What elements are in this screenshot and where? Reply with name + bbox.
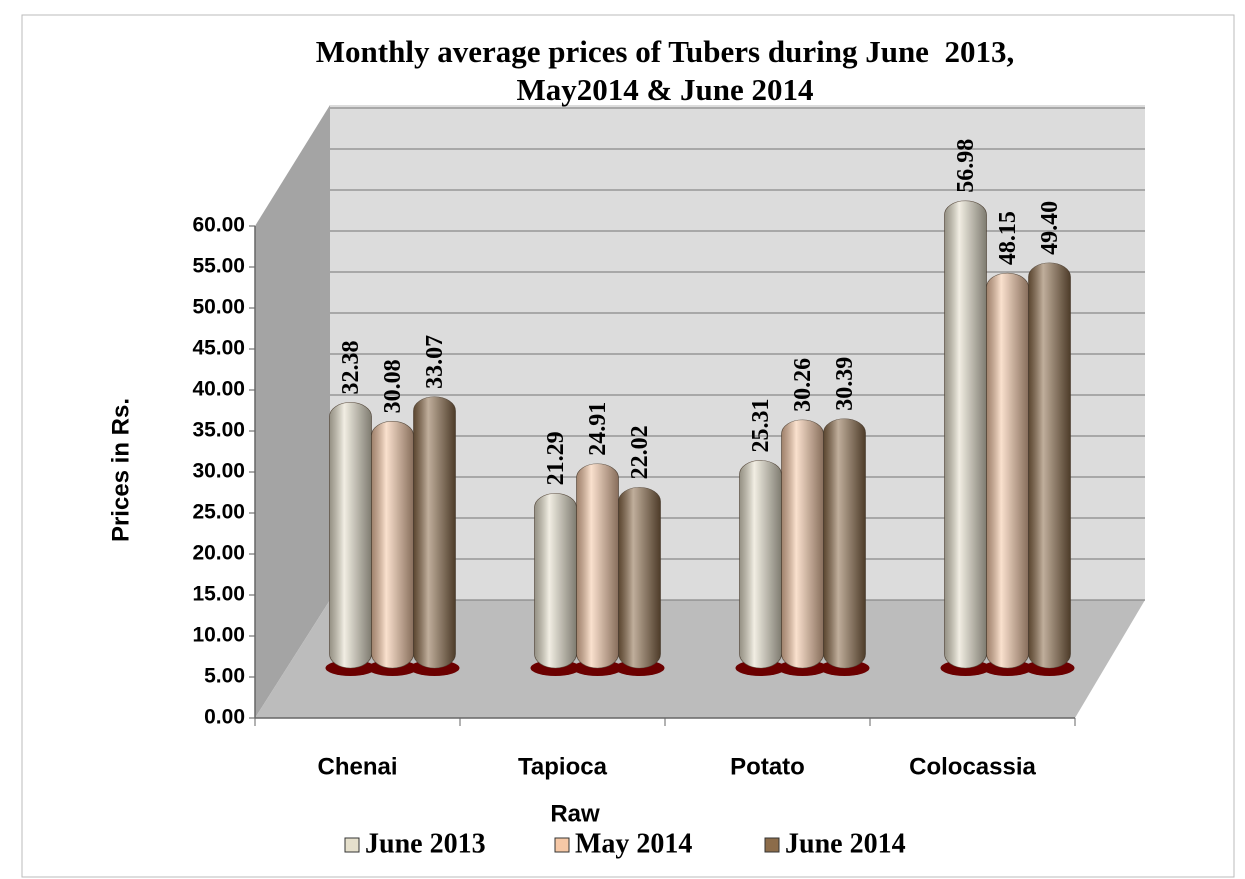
- y-tick-label: 45.00: [192, 337, 245, 360]
- bar-shading: [1028, 262, 1071, 668]
- bar-shading: [618, 487, 661, 668]
- bar-shading: [781, 419, 824, 668]
- bar-shading: [576, 463, 619, 668]
- bar-shading: [739, 460, 782, 668]
- y-tick-label: 35.00: [192, 419, 245, 442]
- x-tick-label: Tapioca: [518, 753, 608, 780]
- y-tick-label: 10.00: [192, 624, 245, 647]
- bar-shading: [944, 200, 987, 668]
- y-tick-label: 40.00: [192, 378, 245, 401]
- y-tick-label: 0.00: [204, 706, 245, 729]
- floor: [255, 600, 1145, 718]
- plot: 0.00 5.00 10.00 15.00 20.00 25.00 30.00 35.00 40…: [192, 107, 1145, 859]
- y-tick-label: 15.00: [192, 583, 245, 606]
- chart-title: Monthly average prices of Tubers during …: [316, 34, 1014, 69]
- side-wall: [255, 105, 330, 718]
- y-tick-label: 50.00: [192, 296, 245, 319]
- value-label: 21.29: [543, 431, 569, 485]
- legend-swatch: [344, 837, 360, 853]
- value-label: 30.26: [790, 358, 816, 412]
- y-tick-label: 60.00: [192, 214, 245, 237]
- y-tick-label: 25.00: [192, 501, 245, 524]
- legend-label: June 2014: [785, 828, 906, 859]
- value-label: 24.91: [585, 402, 611, 456]
- back-wall: [330, 105, 1145, 600]
- value-label: 25.31: [748, 398, 774, 452]
- bar-shading: [371, 421, 414, 668]
- bar-shading: [534, 493, 577, 668]
- bar-shading: [329, 402, 372, 668]
- legend-label: May 2014: [575, 828, 692, 859]
- y-tick-label: 20.00: [192, 542, 245, 565]
- chart-title: May2014 & June 2014: [516, 72, 813, 107]
- bar-shading: [413, 396, 456, 668]
- value-label: 49.40: [1037, 201, 1063, 255]
- value-label: 56.98: [953, 139, 979, 193]
- y-tick-label: 30.00: [192, 460, 245, 483]
- value-label: 30.39: [832, 357, 858, 411]
- value-label: 48.15: [995, 211, 1021, 265]
- value-label: 32.38: [338, 340, 364, 394]
- legend-label: June 2013: [365, 828, 486, 859]
- y-tick-label: 5.00: [204, 665, 245, 688]
- value-label: 33.07: [422, 335, 448, 389]
- value-label: 22.02: [627, 425, 653, 479]
- x-tick-label: Colocassia: [909, 753, 1036, 780]
- x-tick-label: Potato: [730, 753, 805, 780]
- y-axis-label: Prices in Rs.: [107, 398, 134, 542]
- legend-swatch: [554, 837, 570, 853]
- x-tick-label: Chenai: [317, 753, 397, 780]
- y-tick-label: 55.00: [192, 255, 245, 278]
- x-axis-label: Raw: [550, 800, 600, 827]
- legend-swatch: [764, 837, 780, 853]
- bar-shading: [823, 418, 866, 668]
- bar-shading: [986, 273, 1029, 668]
- value-label: 30.08: [380, 359, 406, 413]
